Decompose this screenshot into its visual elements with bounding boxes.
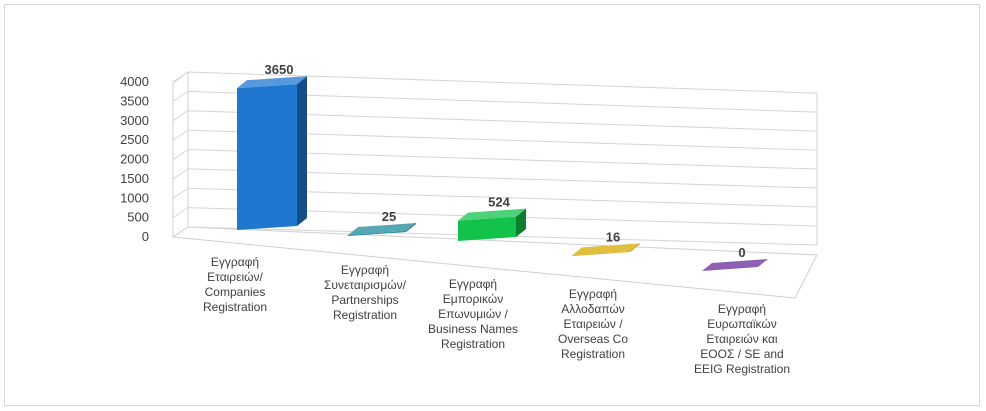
gridline xyxy=(187,71,818,94)
x-category-label-line: Registration xyxy=(440,337,506,351)
x-category-label-line: ΕΟΟΣ / SE and xyxy=(700,347,784,361)
x-category-label-line: Εγγραφή xyxy=(448,277,498,291)
bar-front-2 xyxy=(348,231,406,236)
x-category-label-line: Εμπορικών xyxy=(442,292,504,306)
x-category-label-line: Business Names xyxy=(427,322,519,336)
x-category-label-line: Εταιρειών και xyxy=(706,332,778,346)
gridline-side xyxy=(172,110,189,122)
bar-top-2 xyxy=(348,223,416,236)
bar-front-1 xyxy=(237,84,297,230)
x-category-label-line: Registration xyxy=(332,308,398,322)
bar-top-1 xyxy=(237,76,307,89)
x-category-label-line: Αλλοδαπών xyxy=(561,302,625,316)
data-label-5: 0 xyxy=(738,245,745,260)
x-category-label-line: Overseas Co xyxy=(557,332,629,346)
bar-side-2 xyxy=(406,223,416,232)
y-tick-label: 3000 xyxy=(120,113,149,128)
x-category-label-line: Registration xyxy=(202,300,268,314)
gridline-side xyxy=(172,187,189,199)
y-tick-label: 3500 xyxy=(120,93,149,108)
chart-frame: 0 500 1000 1500 2000 2500 3000 3500 4000 3650 25 52… xyxy=(4,4,980,406)
y-tick-label: 0 xyxy=(142,229,149,244)
x-category-label-line: EEIG Registration xyxy=(693,362,791,376)
gridline-side xyxy=(172,129,189,141)
data-label-4: 16 xyxy=(606,229,620,244)
data-label-2: 25 xyxy=(382,209,396,224)
y-tick-label: 2000 xyxy=(120,152,149,167)
x-category-label-line: Εγγραφή xyxy=(717,302,767,316)
x-category-label-1: Εγγραφή Εταιρειών/Companies Registration xyxy=(175,255,295,315)
bar-top-4 xyxy=(572,243,640,256)
bar-front-4 xyxy=(572,251,630,256)
y-tick-label: 500 xyxy=(127,210,149,225)
x-category-label-line: Registration xyxy=(560,347,626,361)
gridline-side xyxy=(172,207,189,219)
x-category-label-4: Εγγραφή Αλλοδαπών Εταιρειών / Overseas Co Re… xyxy=(533,287,653,362)
x-category-label-line: Επωνυμιών / xyxy=(438,307,508,321)
bar-side-3 xyxy=(516,208,526,237)
x-category-label-line: Εγγραφή xyxy=(210,255,260,269)
bar-front-3 xyxy=(458,216,516,241)
data-label-1: 3650 xyxy=(265,62,294,77)
bar-side-4 xyxy=(630,243,640,252)
x-category-label-line: Εγγραφή xyxy=(340,263,390,277)
data-label-3: 524 xyxy=(488,195,510,210)
gridline-side xyxy=(172,149,189,160)
x-category-label-line: Εγγραφή xyxy=(568,287,618,301)
y-tick-label: 2500 xyxy=(120,132,149,147)
bar-chart-3d: 0 500 1000 1500 2000 2500 3000 3500 4000 3650 25 52… xyxy=(120,62,818,299)
gridline-side xyxy=(172,71,189,83)
bar-top-3 xyxy=(458,208,526,221)
y-tick-label: 4000 xyxy=(120,74,149,89)
gridline-side xyxy=(172,168,189,180)
bar-side-1 xyxy=(297,76,307,226)
gridline-side xyxy=(172,90,189,102)
gridline-side xyxy=(172,226,189,238)
x-category-label-3: Εγγραφή Εμπορικών Επωνυμιών / Business Name… xyxy=(413,277,533,352)
y-tick-label: 1500 xyxy=(120,171,149,186)
x-category-label-5: Εγγραφή Ευρωπαϊκών Εταιρειών και ΕΟΟΣ / SE … xyxy=(667,302,817,377)
x-category-label-line: Συνεταιρισμών/ xyxy=(323,278,407,292)
x-category-label-line: Partnerships xyxy=(331,293,399,307)
x-category-label-2: Εγγραφή Συνεταιρισμών/Partnerships Registr… xyxy=(305,263,425,323)
floor-edge xyxy=(794,254,818,299)
x-category-label-line: Εταιρειών/ xyxy=(207,270,263,284)
bar-top-5 xyxy=(702,259,768,271)
x-category-label-line: Companies xyxy=(204,285,266,299)
x-category-label-line: Ευρωπαϊκών xyxy=(707,317,777,331)
x-category-label-line: Εταιρειών / xyxy=(563,317,623,331)
y-tick-label: 1000 xyxy=(120,190,149,205)
